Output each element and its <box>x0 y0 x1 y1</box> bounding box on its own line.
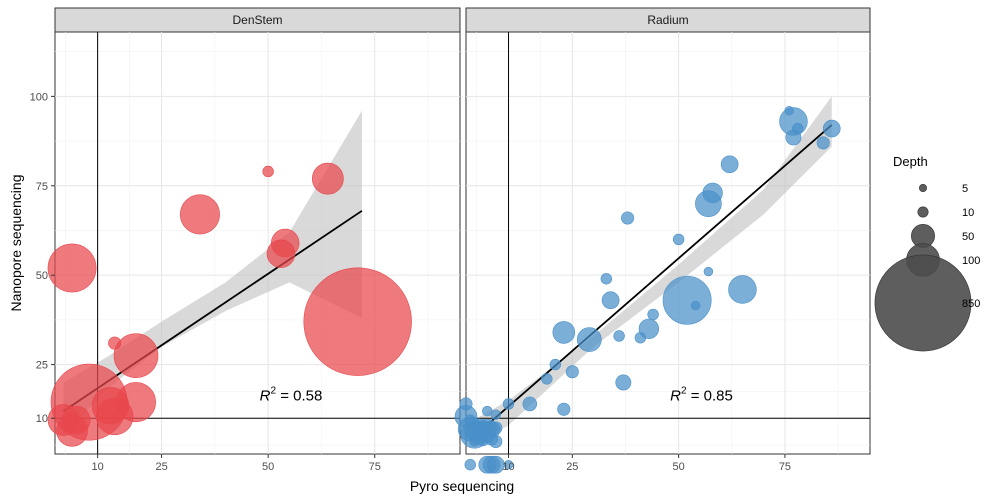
x-tick-label: 10 <box>92 461 104 473</box>
x-tick-label: 25 <box>566 461 578 473</box>
y-axis-title: Nanopore sequencing <box>8 175 24 312</box>
data-point <box>459 397 473 411</box>
data-point <box>576 327 602 352</box>
legend-key-circle <box>917 206 929 218</box>
data-point <box>690 300 701 311</box>
panel-radium-strip <box>465 7 871 33</box>
panel-radium-fit-line <box>469 124 833 441</box>
data-point <box>647 308 659 321</box>
panel-radium-r2-value: = 0.85 <box>687 387 733 404</box>
panel-radium: Radium R2 = 0.85 <box>454 7 871 474</box>
x-tick-label: 50 <box>262 461 274 473</box>
panel-denstem-strip-label: DenStem <box>232 13 282 27</box>
y-tick-label: 100 <box>30 91 48 103</box>
panel-denstem-r2-letter: R <box>260 387 271 404</box>
data-point <box>464 459 476 471</box>
legend-label: 10 <box>962 207 974 219</box>
panel-radium-reference-lines <box>466 32 870 454</box>
data-point <box>728 275 757 304</box>
data-point <box>816 136 830 150</box>
legend: Depth 5 10 50 100 850 <box>874 154 980 352</box>
data-point <box>270 228 300 258</box>
x-axis-ticks: 10 25 50 75 10 25 50 75 <box>92 454 791 473</box>
y-tick-label: 10 <box>36 413 48 425</box>
panel-radium-r2-superscript: 2 <box>681 385 687 396</box>
data-point <box>262 165 274 178</box>
x-tick-label: 75 <box>369 461 381 473</box>
data-point <box>822 119 841 138</box>
x-tick-label: 10 <box>502 461 514 473</box>
data-point <box>490 409 501 420</box>
y-tick-label: 75 <box>36 181 48 193</box>
data-point <box>565 365 579 379</box>
data-point <box>634 332 647 344</box>
panel-radium-strip-label: Radium <box>647 13 688 27</box>
data-point <box>303 267 412 376</box>
panel-denstem-strip <box>54 7 461 33</box>
x-tick-label: 75 <box>779 461 791 473</box>
data-point <box>613 330 625 342</box>
data-point <box>552 321 576 344</box>
data-point <box>464 414 476 426</box>
legend-label: 850 <box>962 298 980 310</box>
legend-label: 50 <box>962 231 974 243</box>
panel-radium-r2-annotation: R2 = 0.85 <box>670 385 733 404</box>
x-axis-title: Pyro sequencing <box>410 478 514 494</box>
panel-denstem-r2-annotation: R2 = 0.58 <box>260 385 323 404</box>
panel-denstem-r2-superscript: 2 <box>270 385 276 396</box>
data-point <box>502 398 515 410</box>
panel-denstem-points <box>47 162 412 447</box>
data-point <box>702 182 723 204</box>
data-point <box>621 211 635 225</box>
data-point <box>703 266 714 277</box>
legend-key-circle <box>919 184 927 192</box>
data-point <box>720 155 739 174</box>
data-point <box>549 358 561 371</box>
y-tick-label: 50 <box>36 270 48 282</box>
legend-title: Depth <box>893 154 928 169</box>
confidence-band <box>470 96 832 447</box>
data-point <box>489 421 503 435</box>
data-point <box>615 374 632 391</box>
data-point <box>662 275 712 325</box>
data-point <box>179 194 220 235</box>
legend-label: 5 <box>962 183 968 195</box>
panel-radium-confidence-band <box>470 96 832 447</box>
data-point <box>47 243 97 293</box>
panel-radium-points <box>454 105 841 474</box>
data-point <box>62 405 91 435</box>
data-point <box>557 402 571 416</box>
y-axis-ticks: 10 25 50 75 100 <box>30 91 55 425</box>
legend-key-circle <box>874 254 972 352</box>
data-point <box>113 333 159 378</box>
x-tick-label: 25 <box>155 461 167 473</box>
regression-line <box>469 124 833 441</box>
legend-items: 5 10 50 100 850 <box>874 183 980 352</box>
panel-denstem-r2-value: = 0.58 <box>276 387 322 404</box>
data-point <box>601 291 620 310</box>
y-tick-label: 25 <box>36 360 48 372</box>
data-point <box>489 434 503 449</box>
data-point <box>541 373 553 385</box>
data-point <box>792 122 804 135</box>
data-point <box>784 105 794 116</box>
panel-denstem: DenStem R2 = 0.58 <box>47 7 461 455</box>
data-point <box>95 397 134 436</box>
x-tick-label: 50 <box>673 461 685 473</box>
data-point <box>600 273 613 285</box>
data-point <box>311 162 344 195</box>
legend-label: 100 <box>962 255 980 267</box>
data-point <box>469 436 480 447</box>
data-point <box>108 336 122 350</box>
data-point <box>522 396 538 412</box>
data-point <box>672 233 685 246</box>
data-point <box>503 460 514 470</box>
panel-radium-r2-letter: R <box>670 387 681 404</box>
